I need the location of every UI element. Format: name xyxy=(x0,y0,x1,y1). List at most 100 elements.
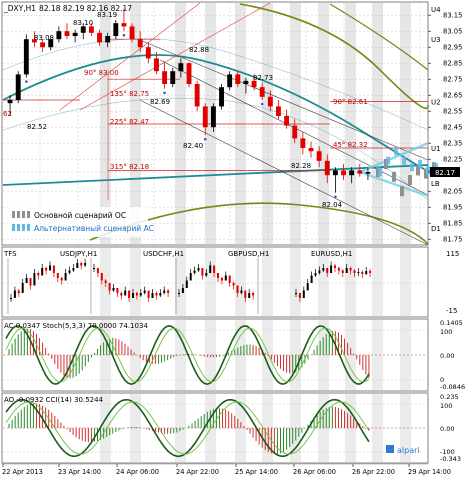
fx-bar-body xyxy=(322,268,325,271)
zone-band-main xyxy=(372,3,383,244)
fx-bar-body xyxy=(128,290,131,298)
fx-bar-body xyxy=(369,271,372,273)
candle-body xyxy=(316,151,322,161)
candle-body xyxy=(15,74,21,100)
fx-bar-body xyxy=(84,263,87,266)
candle-body xyxy=(349,170,355,176)
fx-bar-body xyxy=(52,265,55,273)
candle-body xyxy=(219,87,224,107)
fx-bar-body xyxy=(33,273,36,286)
fx-bar-body xyxy=(120,293,123,296)
swing-price-label: 82.52 xyxy=(27,123,47,131)
osc-tick-label: 100 xyxy=(440,402,452,410)
candle-body xyxy=(276,106,281,116)
gann-level-label: 315° 82.18 xyxy=(110,163,149,171)
zone-band-osc2 xyxy=(372,394,383,462)
fx-bar-body xyxy=(314,273,317,276)
osc-tick-label: 0.00 xyxy=(440,425,454,433)
price-tick-label: 81.75 xyxy=(443,236,462,244)
price-tick-label: 82.35 xyxy=(443,140,462,148)
zone-band-fx xyxy=(290,248,301,316)
olive-ma-lower xyxy=(89,202,429,245)
fx-bar-body xyxy=(108,283,111,291)
fx-bar-body xyxy=(96,268,99,273)
time-tick-label: 24 Apr 06:00 xyxy=(116,468,159,476)
fx-bar-body xyxy=(248,293,251,298)
price-tick-label: 82.55 xyxy=(443,108,462,116)
osc-tick-label: -0.343 xyxy=(440,455,461,463)
fx-bar-body xyxy=(13,290,16,298)
fx-bar-body xyxy=(60,278,63,281)
fx-bar-body xyxy=(25,278,28,283)
scenario-main-bar xyxy=(392,171,396,182)
osc-tick-label: 0.00 xyxy=(440,352,454,360)
price-tick-label: 82.65 xyxy=(443,92,462,100)
candle-body xyxy=(72,32,78,36)
scenario-alt-bar xyxy=(394,147,398,156)
fx-bar-body xyxy=(232,283,235,286)
candle-body xyxy=(113,23,119,36)
zone-band-fx xyxy=(205,248,216,316)
candle-body xyxy=(308,148,314,152)
fractal-dot xyxy=(260,102,264,106)
symbol-title: _DXY,H1 82.18 82.19 82.16 82.17 xyxy=(3,4,132,13)
price-axis: 83.15 83.05 82.95 82.85 82.75 82.65 82.55 82.45… xyxy=(428,12,462,244)
fx-bar-body xyxy=(361,272,364,274)
fx-panel-frame xyxy=(1,246,429,318)
gann-level-label: 45° 82.32 xyxy=(333,141,368,149)
fx-bar-body xyxy=(143,290,146,293)
zone-band-osc2 xyxy=(400,394,411,462)
scenario-alt-bar xyxy=(418,160,422,168)
candle-body xyxy=(267,96,273,107)
current-price-tag: 82.17 xyxy=(430,167,460,177)
brand-text: alpari xyxy=(397,446,420,455)
osc2-panel-frame xyxy=(1,392,429,464)
zone-band-osc1 xyxy=(372,320,383,390)
zone-band-fx xyxy=(262,248,273,316)
fx-bar-body xyxy=(330,265,333,273)
fx-bar-body xyxy=(298,293,301,298)
alpari-logo: alpari xyxy=(386,445,420,455)
fx-bar-body xyxy=(167,290,170,293)
zone-band-main xyxy=(130,3,141,244)
zone-band-osc1 xyxy=(400,320,411,390)
fx-bar-body xyxy=(341,270,344,273)
swing-price-label: 82.40 xyxy=(183,142,203,150)
scenario-alt-bar xyxy=(426,166,430,175)
fx-bar-body xyxy=(209,265,212,273)
fx-bar-body xyxy=(228,275,231,283)
fx-scale-bottom: -15 xyxy=(446,307,457,315)
fx-bar-body xyxy=(295,293,297,294)
zone-band-fx xyxy=(318,248,329,316)
candle-body xyxy=(292,125,298,139)
osc-main-line xyxy=(5,325,370,386)
fan-line-1 xyxy=(79,2,271,111)
candle-body xyxy=(80,26,86,33)
osc2-label: AO -0.0932 CCI(14) 30.5244 xyxy=(4,396,104,404)
osc-main-line xyxy=(5,398,370,458)
fx-bar-body xyxy=(181,288,184,293)
candle-body xyxy=(324,160,330,176)
olive-ma-upper xyxy=(239,3,429,110)
zone-band-fx xyxy=(400,248,411,316)
price-tick-label: 83.05 xyxy=(443,28,462,36)
fx-bar-body xyxy=(21,283,24,293)
time-tick-label: 26 Apr 22:00 xyxy=(352,468,395,476)
level-marker-label: U1 xyxy=(431,145,441,153)
osc1-label: AC 0.0347 Stoch(5,3,3) 70.0000 74.1034 xyxy=(4,322,148,330)
fx-bar-body xyxy=(334,265,336,268)
fx-bar-body xyxy=(201,268,204,276)
gann-level-label: 90° 83.00 xyxy=(84,69,119,77)
fx-bar-body xyxy=(318,270,321,273)
time-axis: 22 Apr 2013 23 Apr 14:00 24 Apr 06:00 24 Ap… xyxy=(2,463,451,476)
zone-band-fx xyxy=(345,248,356,316)
fx-bar-body xyxy=(189,273,192,281)
fx-bar-body xyxy=(244,290,247,298)
candle-body xyxy=(121,23,127,27)
legend-alt-swatch xyxy=(12,224,30,231)
price-tick-label: 82.75 xyxy=(443,76,462,84)
fx-bar-body xyxy=(220,278,223,281)
time-tick-label: 22 Apr 2013 xyxy=(2,468,43,476)
scenario-main-bar xyxy=(416,165,420,176)
